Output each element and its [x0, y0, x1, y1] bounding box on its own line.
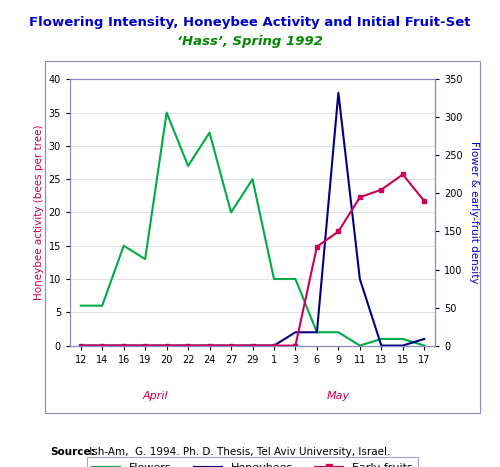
Y-axis label: Honeybee activity (bees per tree): Honeybee activity (bees per tree) — [34, 125, 44, 300]
Text: ‘Hass’, Spring 1992: ‘Hass’, Spring 1992 — [177, 35, 323, 48]
Legend: Flowers, Honeybees, Early fruits: Flowers, Honeybees, Early fruits — [87, 457, 418, 467]
Text: April: April — [143, 391, 169, 401]
Text: Source:: Source: — [50, 447, 95, 457]
Text: May: May — [327, 391, 350, 401]
Text: Ish-Am,  G. 1994. Ph. D. Thesis, Tel Aviv University, Israel.: Ish-Am, G. 1994. Ph. D. Thesis, Tel Aviv… — [86, 447, 390, 457]
Text: Flowering Intensity, Honeybee Activity and Initial Fruit-Set: Flowering Intensity, Honeybee Activity a… — [29, 16, 471, 29]
Y-axis label: Flower & early-fruit density: Flower & early-fruit density — [470, 141, 480, 284]
